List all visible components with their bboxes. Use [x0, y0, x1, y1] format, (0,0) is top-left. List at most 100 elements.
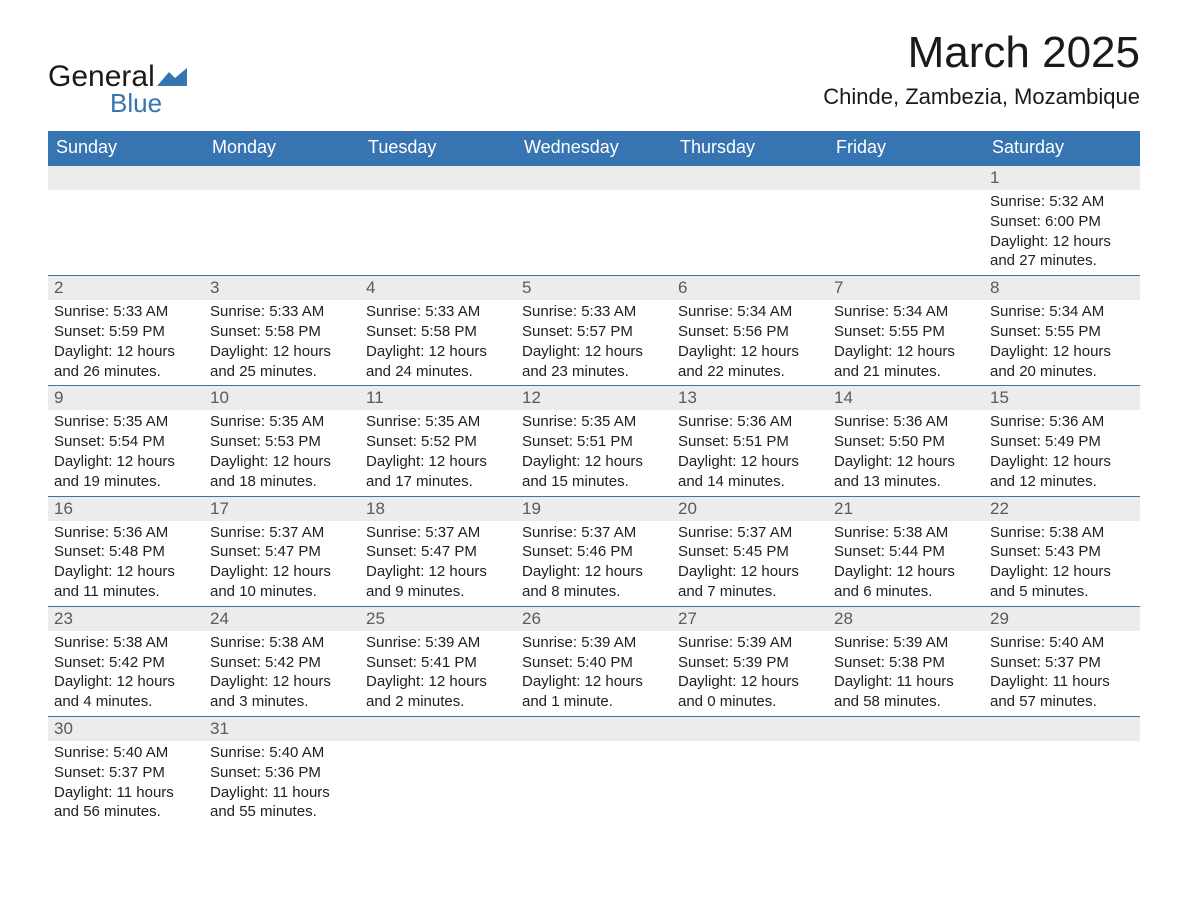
day-sunset: Sunset: 5:47 PM	[210, 542, 354, 562]
day-data: Sunrise: 5:38 AMSunset: 5:42 PMDaylight:…	[204, 631, 360, 717]
calendar-table: Sunday Monday Tuesday Wednesday Thursday…	[48, 131, 1140, 826]
day-sunrise: Sunrise: 5:36 AM	[54, 523, 198, 543]
day-daylight2: and 24 minutes.	[366, 362, 510, 382]
day-data	[360, 190, 516, 276]
day-daylight1: Daylight: 12 hours	[366, 342, 510, 362]
day-daylight1: Daylight: 11 hours	[210, 783, 354, 803]
day-daylight2: and 7 minutes.	[678, 582, 822, 602]
day-number: 27	[672, 606, 828, 631]
day-daylight2: and 2 minutes.	[366, 692, 510, 712]
day-daylight1: Daylight: 12 hours	[54, 342, 198, 362]
day-number	[672, 716, 828, 741]
day-number: 1	[984, 166, 1140, 190]
day-data: Sunrise: 5:40 AMSunset: 5:37 PMDaylight:…	[984, 631, 1140, 717]
day-daylight1: Daylight: 12 hours	[678, 562, 822, 582]
day-data: Sunrise: 5:34 AMSunset: 5:56 PMDaylight:…	[672, 300, 828, 386]
day-sunrise: Sunrise: 5:35 AM	[54, 412, 198, 432]
day-sunrise: Sunrise: 5:40 AM	[210, 743, 354, 763]
day-data: Sunrise: 5:37 AMSunset: 5:47 PMDaylight:…	[204, 521, 360, 607]
day-sunset: Sunset: 5:37 PM	[990, 653, 1134, 673]
day-number	[516, 166, 672, 190]
day-sunset: Sunset: 5:48 PM	[54, 542, 198, 562]
day-daylight1: Daylight: 12 hours	[522, 562, 666, 582]
day-sunset: Sunset: 5:42 PM	[210, 653, 354, 673]
day-sunset: Sunset: 5:36 PM	[210, 763, 354, 783]
day-daylight1: Daylight: 12 hours	[678, 672, 822, 692]
day-data: Sunrise: 5:35 AMSunset: 5:51 PMDaylight:…	[516, 410, 672, 496]
day-number: 13	[672, 386, 828, 411]
day-sunrise: Sunrise: 5:33 AM	[522, 302, 666, 322]
day-sunset: Sunset: 5:38 PM	[834, 653, 978, 673]
day-number: 25	[360, 606, 516, 631]
day-daylight1: Daylight: 12 hours	[54, 562, 198, 582]
day-number	[360, 166, 516, 190]
day-sunset: Sunset: 5:57 PM	[522, 322, 666, 342]
day-data	[516, 190, 672, 276]
day-sunset: Sunset: 5:41 PM	[366, 653, 510, 673]
day-data: Sunrise: 5:36 AMSunset: 5:50 PMDaylight:…	[828, 410, 984, 496]
calendar-header-row: Sunday Monday Tuesday Wednesday Thursday…	[48, 131, 1140, 166]
day-sunrise: Sunrise: 5:33 AM	[210, 302, 354, 322]
day-number: 2	[48, 276, 204, 301]
day-sunset: Sunset: 5:42 PM	[54, 653, 198, 673]
day-data	[48, 190, 204, 276]
day-data: Sunrise: 5:33 AMSunset: 5:59 PMDaylight:…	[48, 300, 204, 386]
day-daylight2: and 11 minutes.	[54, 582, 198, 602]
day-sunset: Sunset: 5:59 PM	[54, 322, 198, 342]
day-daylight2: and 18 minutes.	[210, 472, 354, 492]
day-daylight1: Daylight: 12 hours	[678, 452, 822, 472]
week-daydata-row: Sunrise: 5:40 AMSunset: 5:37 PMDaylight:…	[48, 741, 1140, 826]
day-number: 15	[984, 386, 1140, 411]
day-data: Sunrise: 5:35 AMSunset: 5:53 PMDaylight:…	[204, 410, 360, 496]
day-sunrise: Sunrise: 5:39 AM	[366, 633, 510, 653]
day-daylight1: Daylight: 12 hours	[522, 342, 666, 362]
day-sunrise: Sunrise: 5:34 AM	[678, 302, 822, 322]
day-number: 14	[828, 386, 984, 411]
day-number: 24	[204, 606, 360, 631]
day-daylight1: Daylight: 12 hours	[834, 452, 978, 472]
page-header: General Blue March 2025 Chinde, Zambezia…	[48, 28, 1140, 119]
day-number	[828, 166, 984, 190]
day-data: Sunrise: 5:36 AMSunset: 5:51 PMDaylight:…	[672, 410, 828, 496]
day-data: Sunrise: 5:35 AMSunset: 5:54 PMDaylight:…	[48, 410, 204, 496]
day-sunrise: Sunrise: 5:37 AM	[210, 523, 354, 543]
day-number: 17	[204, 496, 360, 521]
day-daylight1: Daylight: 12 hours	[366, 672, 510, 692]
day-data: Sunrise: 5:36 AMSunset: 5:48 PMDaylight:…	[48, 521, 204, 607]
calendar-body: 1Sunrise: 5:32 AMSunset: 6:00 PMDaylight…	[48, 166, 1140, 826]
day-sunrise: Sunrise: 5:33 AM	[366, 302, 510, 322]
day-number: 6	[672, 276, 828, 301]
day-daylight1: Daylight: 12 hours	[210, 562, 354, 582]
day-daylight2: and 22 minutes.	[678, 362, 822, 382]
day-daylight2: and 23 minutes.	[522, 362, 666, 382]
day-data: Sunrise: 5:34 AMSunset: 5:55 PMDaylight:…	[984, 300, 1140, 386]
day-number	[672, 166, 828, 190]
day-daylight1: Daylight: 12 hours	[990, 232, 1134, 252]
col-friday: Friday	[828, 131, 984, 166]
day-data: Sunrise: 5:40 AMSunset: 5:37 PMDaylight:…	[48, 741, 204, 826]
day-number: 29	[984, 606, 1140, 631]
day-number: 10	[204, 386, 360, 411]
day-number	[360, 716, 516, 741]
day-sunrise: Sunrise: 5:36 AM	[834, 412, 978, 432]
day-daylight1: Daylight: 11 hours	[834, 672, 978, 692]
day-data: Sunrise: 5:35 AMSunset: 5:52 PMDaylight:…	[360, 410, 516, 496]
col-saturday: Saturday	[984, 131, 1140, 166]
day-sunrise: Sunrise: 5:37 AM	[366, 523, 510, 543]
day-data	[828, 190, 984, 276]
day-daylight2: and 25 minutes.	[210, 362, 354, 382]
day-data	[516, 741, 672, 826]
day-sunrise: Sunrise: 5:39 AM	[678, 633, 822, 653]
day-daylight2: and 14 minutes.	[678, 472, 822, 492]
day-number: 8	[984, 276, 1140, 301]
day-sunrise: Sunrise: 5:33 AM	[54, 302, 198, 322]
day-daylight1: Daylight: 12 hours	[522, 452, 666, 472]
day-data: Sunrise: 5:37 AMSunset: 5:47 PMDaylight:…	[360, 521, 516, 607]
day-number: 12	[516, 386, 672, 411]
day-data: Sunrise: 5:39 AMSunset: 5:41 PMDaylight:…	[360, 631, 516, 717]
day-sunrise: Sunrise: 5:38 AM	[990, 523, 1134, 543]
day-sunset: Sunset: 6:00 PM	[990, 212, 1134, 232]
day-daylight1: Daylight: 12 hours	[834, 342, 978, 362]
day-number	[828, 716, 984, 741]
day-daylight1: Daylight: 12 hours	[366, 452, 510, 472]
